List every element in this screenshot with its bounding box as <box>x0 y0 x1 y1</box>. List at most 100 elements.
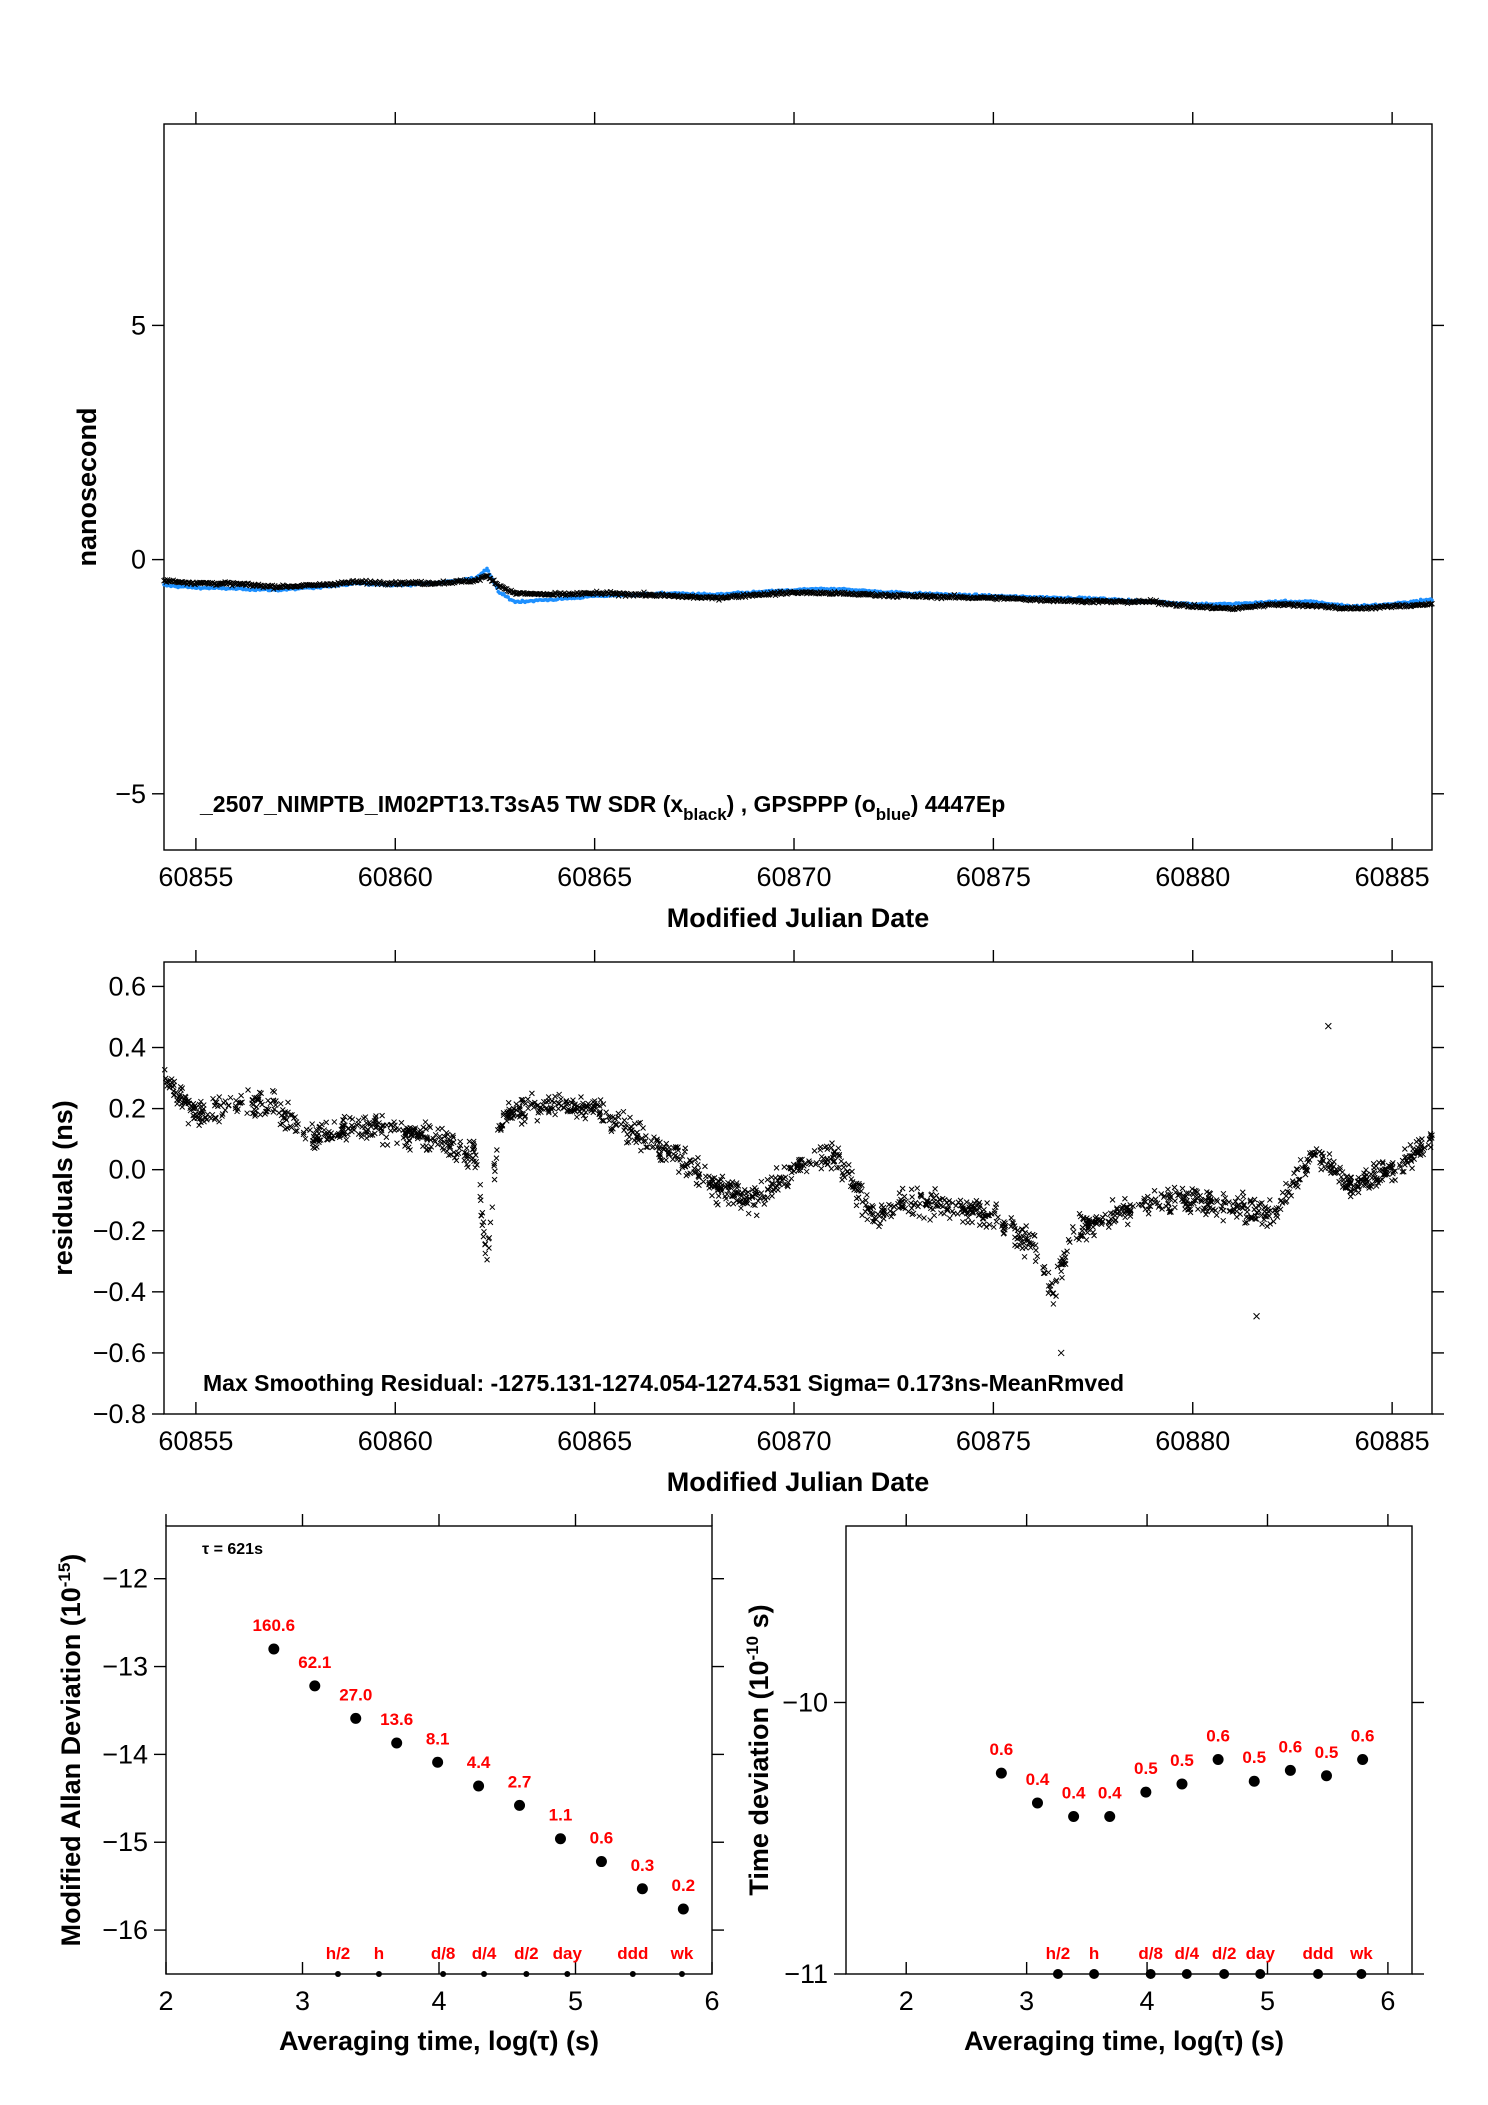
residual-point <box>582 1115 589 1122</box>
residual-point <box>556 1091 563 1098</box>
tw-sdr-point <box>406 580 413 587</box>
residual-point <box>505 1113 512 1120</box>
residual-point <box>271 1089 278 1095</box>
x-axis-label: Modified Julian Date <box>667 1467 930 1497</box>
residual-point <box>1338 1174 1345 1180</box>
residual-point <box>977 1203 983 1209</box>
residual-point <box>1331 1158 1337 1165</box>
residual-point <box>232 1105 239 1112</box>
residual-point <box>1313 1146 1320 1152</box>
residual-point <box>525 1105 531 1112</box>
residual-point <box>371 1130 378 1137</box>
residual-point <box>339 1127 346 1134</box>
residual-point <box>679 1162 686 1169</box>
y-tick-label: 0.2 <box>108 1094 146 1124</box>
residual-point <box>672 1145 679 1152</box>
plot-frame <box>163 123 1433 851</box>
residual-point <box>848 1176 855 1182</box>
residual-point <box>313 1144 320 1150</box>
residual-point <box>700 1178 707 1185</box>
residual-point <box>265 1097 271 1104</box>
y-axis-label-part: Modified Allan Deviation (10 <box>56 1587 86 1946</box>
residual-point <box>309 1121 316 1127</box>
annotation-part: ) , GPSPPP (o <box>727 791 876 817</box>
residual-point <box>169 1084 176 1090</box>
residual-point <box>788 1164 794 1171</box>
residual-point <box>441 1133 448 1140</box>
residual-point <box>253 1094 260 1101</box>
residual-point <box>233 1097 239 1104</box>
deviation-point <box>1320 1770 1332 1782</box>
residual-point <box>505 1099 512 1106</box>
tw-sdr-point <box>401 581 407 587</box>
residual-point <box>869 1218 876 1225</box>
interval-marker <box>1181 1969 1192 1979</box>
residual-point <box>1000 1230 1007 1237</box>
residual-point <box>485 1235 492 1242</box>
residual-point <box>1347 1181 1354 1188</box>
interval-marker-label: d/8 <box>1138 1944 1163 1963</box>
residual-point <box>471 1158 477 1165</box>
residual-point <box>1012 1242 1018 1248</box>
deviation-point <box>1104 1811 1116 1823</box>
residual-point <box>1180 1198 1187 1205</box>
residual-point <box>402 1129 408 1136</box>
residual-point <box>733 1189 739 1196</box>
interval-marker-label: wk <box>1349 1944 1373 1963</box>
x-tick-label: 60880 <box>1155 1426 1230 1456</box>
residual-point <box>378 1130 385 1136</box>
residual-point <box>278 1112 285 1119</box>
residual-point <box>383 1134 390 1141</box>
residual-point <box>1282 1199 1289 1205</box>
interval-marker-label: day <box>553 1944 583 1963</box>
residual-point <box>1220 1217 1227 1224</box>
residual-point <box>849 1184 856 1190</box>
residual-point <box>1033 1247 1039 1254</box>
residual-point <box>657 1157 664 1163</box>
residual-point <box>656 1151 662 1158</box>
residual-point <box>313 1126 320 1133</box>
residual-point <box>916 1213 923 1220</box>
residual-point <box>649 1144 656 1151</box>
residual-point <box>522 1114 528 1120</box>
residual-point <box>328 1135 335 1142</box>
residual-point <box>1041 1263 1048 1270</box>
residual-point <box>1324 1022 1332 1030</box>
x-tick-label: 60870 <box>756 862 831 892</box>
residual-point <box>597 1108 603 1115</box>
residual-point <box>695 1154 701 1161</box>
residual-point <box>1034 1253 1041 1260</box>
x-tick-label: 3 <box>295 1986 310 2016</box>
residual-point <box>1070 1229 1077 1235</box>
residual-point <box>285 1099 291 1106</box>
residual-point <box>394 1140 400 1147</box>
residual-point <box>1061 1250 1067 1256</box>
interval-marker-label: d/2 <box>514 1944 539 1963</box>
tw-sdr-point <box>757 591 764 598</box>
residual-point <box>466 1138 473 1145</box>
residual-point <box>774 1177 781 1184</box>
residual-point <box>934 1201 941 1208</box>
residual-point <box>626 1134 633 1140</box>
residual-point <box>1240 1193 1247 1200</box>
residual-point <box>279 1120 286 1127</box>
residual-point <box>1284 1188 1291 1195</box>
residual-point <box>640 1138 647 1145</box>
residual-point <box>1293 1166 1300 1172</box>
residual-point <box>363 1135 370 1141</box>
residual-point <box>1122 1208 1129 1214</box>
residual-point <box>828 1165 835 1172</box>
residual-point <box>1027 1244 1034 1251</box>
residual-point <box>578 1110 585 1116</box>
residual-point <box>384 1142 391 1148</box>
residual-point <box>734 1184 740 1191</box>
residual-point <box>345 1126 352 1132</box>
residual-point <box>519 1099 526 1106</box>
y-axis-label-part: Time deviation (10 <box>744 1661 774 1896</box>
residual-point <box>1418 1143 1425 1149</box>
deviation-point <box>309 1680 321 1692</box>
residual-point <box>1243 1214 1250 1220</box>
residual-point <box>257 1099 264 1106</box>
residual-point <box>1079 1232 1086 1239</box>
data-points <box>161 566 1435 613</box>
